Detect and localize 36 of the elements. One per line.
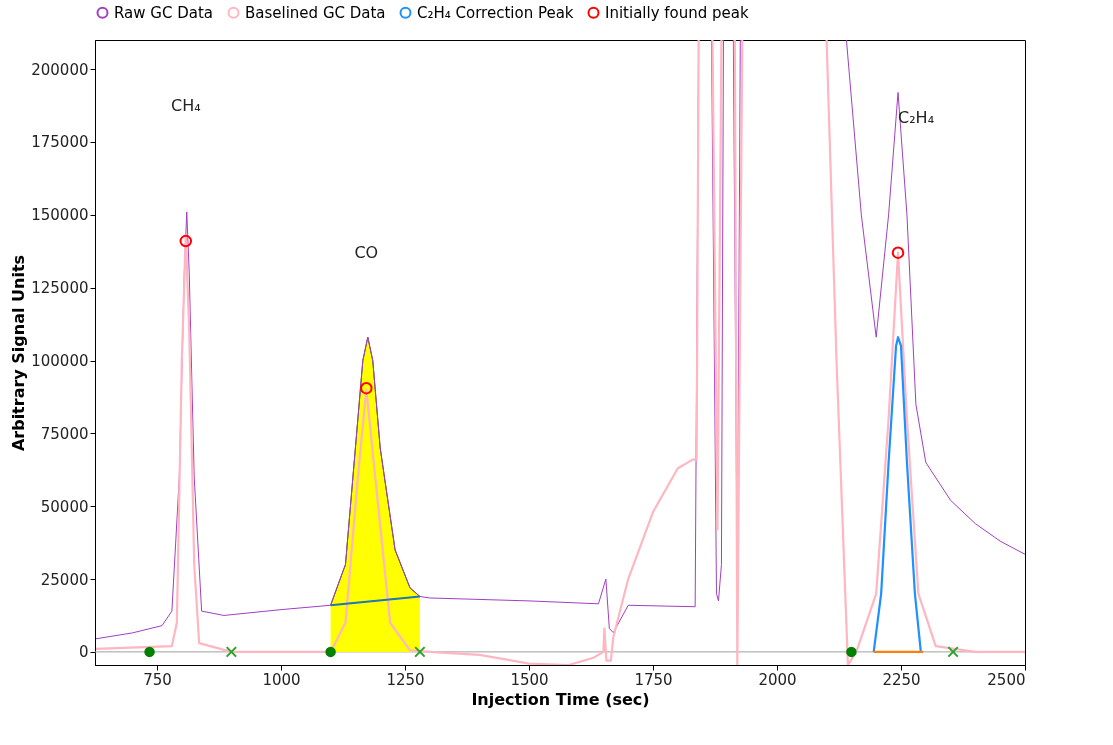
y-tick-label: 100000 (31, 352, 89, 371)
point (225, 646, 238, 658)
y-tick-label: 25000 (40, 570, 89, 589)
y-tick-label: 150000 (31, 206, 89, 225)
point (144, 646, 155, 658)
y-tick-label: 0 (78, 643, 89, 662)
legend-label: C₂H₄ Correction Peak (417, 3, 574, 22)
x-tick-label: 2250 (882, 670, 921, 689)
x-tick-label: 1750 (634, 670, 673, 689)
point (947, 646, 959, 658)
point (179, 234, 193, 248)
point (846, 646, 857, 658)
y-tick-label: 200000 (31, 60, 89, 79)
annotation: CO (354, 243, 379, 263)
point (414, 646, 426, 658)
legend-label: Raw GC Data (114, 3, 214, 22)
x-tick-label: 1250 (386, 670, 425, 689)
point (360, 381, 373, 395)
annotation: C₂H₄ (898, 107, 935, 127)
y-tick-label: 75000 (40, 424, 89, 443)
y-axis-title: Arbitrary Signal Units (9, 254, 29, 452)
x-axis-title: Injection Time (sec) (471, 689, 650, 709)
x-tick-label: 1500 (510, 670, 549, 689)
x-tick-label: 2500 (987, 670, 1026, 689)
x-tick-label: 1000 (262, 670, 301, 689)
y-tick-label: 125000 (31, 279, 89, 298)
x-tick-label: 2000 (758, 670, 797, 689)
legend-label: Baselined GC Data (245, 3, 386, 22)
y-tick-label: 50000 (40, 497, 89, 516)
annotation: CH₄ (170, 96, 201, 116)
line-series (872, 336, 922, 653)
x-tick-label: 750 (143, 670, 172, 689)
point (325, 646, 336, 658)
y-tick-label: 175000 (31, 133, 89, 152)
legend-label: Initially found peak (605, 3, 750, 22)
point (891, 246, 905, 259)
